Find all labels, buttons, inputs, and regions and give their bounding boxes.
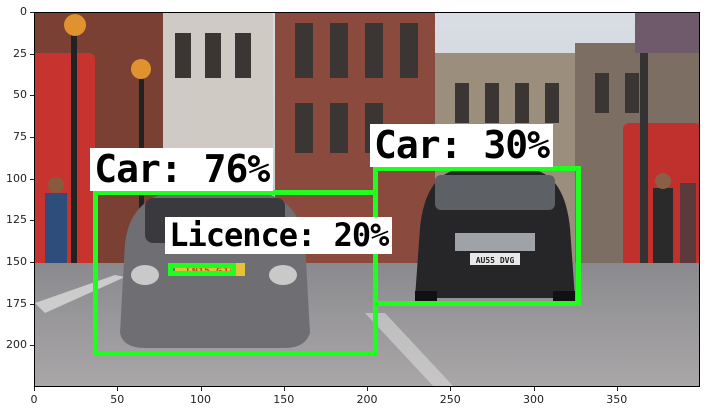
- x-tick-mark: [200, 387, 202, 391]
- y-tick-label: 50: [13, 88, 27, 102]
- y-tick-mark: [30, 137, 34, 138]
- y-tick-mark: [30, 345, 34, 347]
- image-frame: LN15 GJZ AU55 DVG Car: 76% Car: 30% Licen…: [34, 12, 700, 387]
- y-tick-mark: [30, 95, 34, 97]
- x-tick-mark: [34, 387, 35, 391]
- y-tick-label: 150: [6, 255, 27, 268]
- x-tick-label: 200: [356, 393, 378, 406]
- detection-box: [372, 166, 582, 307]
- x-tick-mark: [367, 387, 368, 391]
- x-tick-label: 150: [273, 393, 295, 406]
- y-tick-label: 125: [6, 213, 27, 227]
- y-tick-label: 75: [13, 130, 27, 143]
- x-tick-mark: [117, 387, 119, 391]
- plate-text: AU55 DVG: [476, 256, 515, 265]
- y-tick-mark: [30, 53, 34, 55]
- x-tick-mark: [616, 387, 618, 391]
- x-tick-label: 250: [439, 393, 461, 406]
- detection-label: Licence: 20%: [165, 217, 393, 254]
- y-tick-label: 100: [6, 171, 27, 185]
- detection-label: Car: 76%: [90, 147, 274, 191]
- x-tick-mark: [283, 387, 285, 391]
- x-tick-mark: [533, 387, 535, 391]
- x-tick-label: 0: [30, 393, 38, 406]
- y-tick-mark: [30, 262, 34, 263]
- detection-label: Car: 30%: [369, 124, 554, 168]
- x-tick-label: 300: [523, 393, 544, 406]
- x-tick-mark: [450, 387, 452, 391]
- y-tick-mark: [30, 220, 34, 222]
- y-tick-label: 25: [13, 46, 27, 60]
- detection-box: [168, 263, 237, 277]
- y-tick-label: 200: [6, 338, 27, 352]
- y-tick-mark: [30, 303, 34, 305]
- y-tick-mark: [30, 12, 34, 13]
- y-tick-label: 0: [20, 5, 27, 18]
- y-tick-mark: [30, 178, 34, 180]
- x-tick-label: 350: [606, 393, 628, 406]
- x-tick-label: 100: [190, 393, 211, 406]
- x-tick-label: 50: [110, 393, 125, 406]
- y-tick-label: 175: [6, 296, 27, 310]
